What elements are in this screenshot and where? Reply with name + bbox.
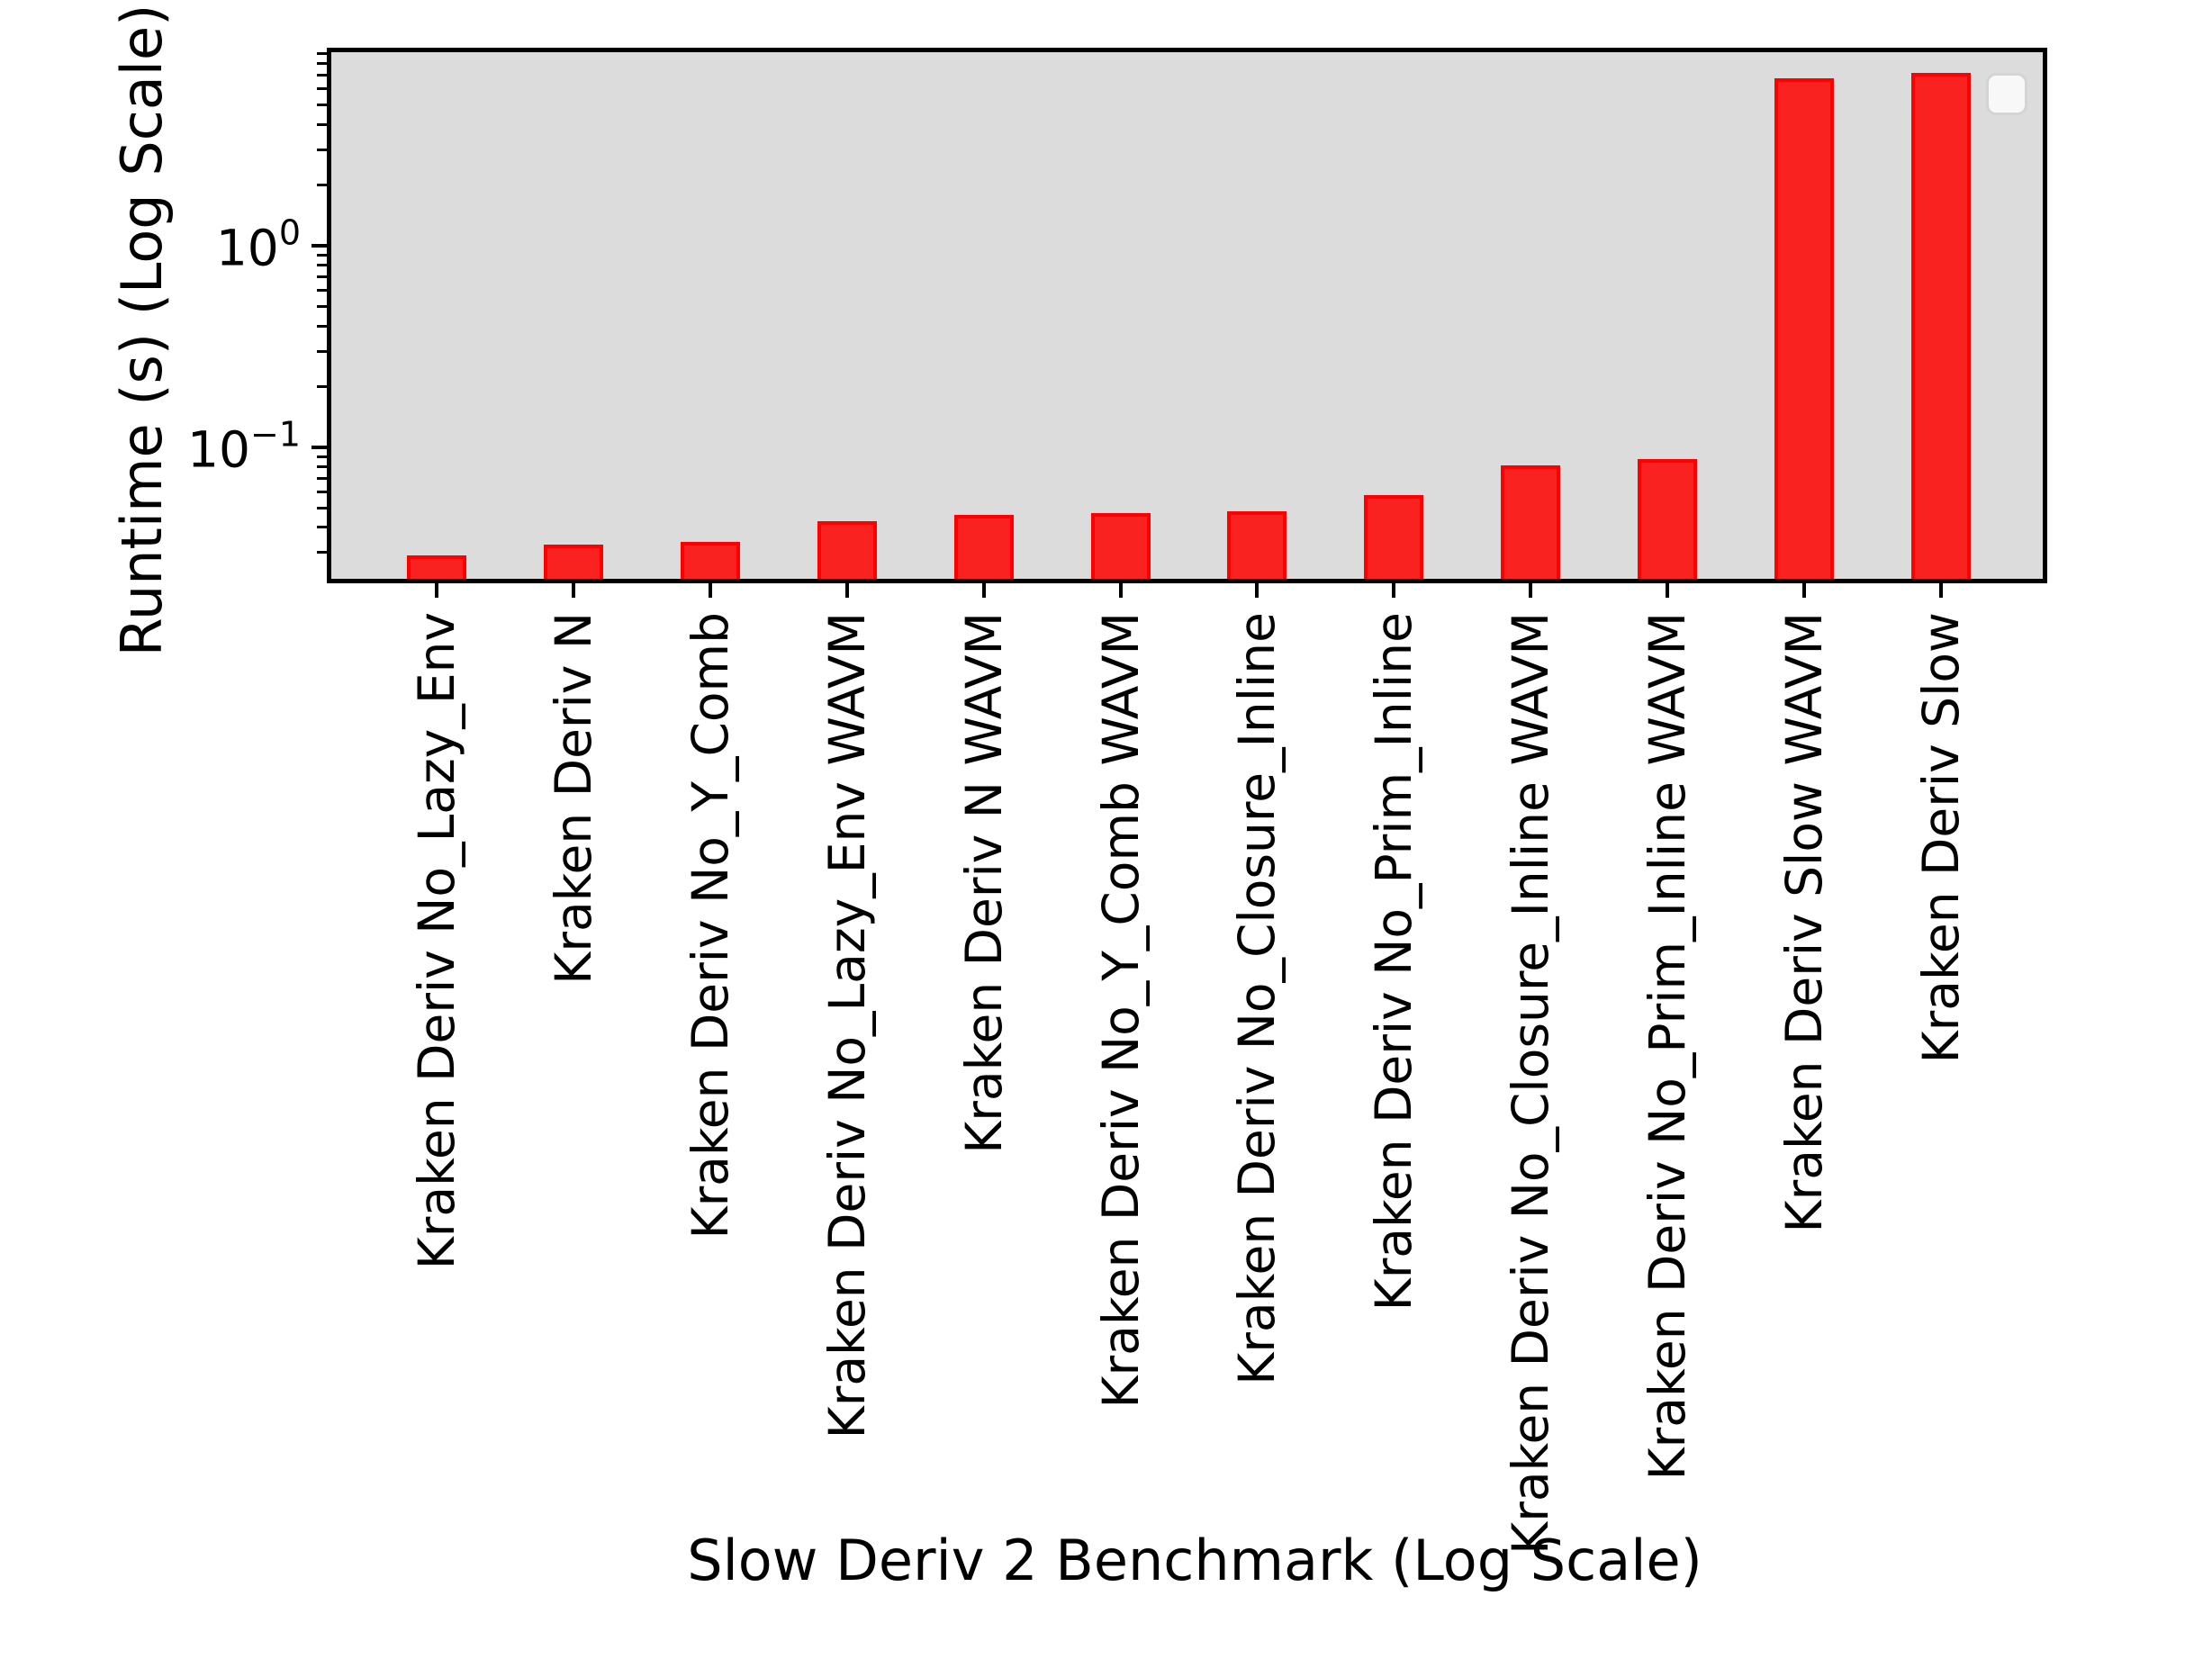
plot-background: [327, 48, 2047, 583]
x-tick-3: [844, 583, 849, 598]
y-minor-tick-0.05: [317, 506, 327, 509]
x-tick-label-kraken-deriv-n-wavm: Kraken Deriv N WAVM: [954, 612, 1013, 1154]
x-tick-label-kraken-deriv-no-y-comb: Kraken Deriv No_Y_Comb: [681, 612, 739, 1240]
y-minor-tick-8: [317, 62, 327, 66]
x-tick-11: [1938, 583, 1943, 598]
x-tick-4: [981, 583, 986, 598]
bar-kraken-deriv-n-wavm: [953, 515, 1014, 581]
y-minor-tick-9: [317, 51, 327, 55]
x-tick-7: [1392, 583, 1396, 598]
y-minor-tick-0.03: [317, 551, 327, 555]
x-tick-8: [1529, 583, 1533, 598]
x-tick-label-kraken-deriv-no-closure-inline: Kraken Deriv No_Closure_Inline: [1228, 612, 1287, 1385]
x-tick-label-kraken-deriv-no-y-comb-wavm: Kraken Deriv No_Y_Comb WAVM: [1091, 612, 1150, 1409]
x-tick-2: [708, 583, 712, 598]
x-tick-1: [571, 583, 575, 598]
y-minor-tick-0.08: [317, 465, 327, 469]
x-tick-label-kraken-deriv-no-closure-inline-wavm: Kraken Deriv No_Closure_Inline WAVM: [1502, 612, 1560, 1555]
y-tick-label-exponent: −1: [249, 414, 301, 455]
y-minor-tick-0.2: [317, 384, 327, 388]
bar-kraken-deriv-no-y-comb-wavm: [1090, 513, 1151, 581]
x-tick-label-kraken-deriv-slow: Kraken Deriv Slow: [1911, 612, 1970, 1064]
bar-kraken-deriv-no-lazy-env-wavm: [817, 520, 877, 581]
y-minor-tick-7: [317, 74, 327, 77]
y-minor-tick-6: [317, 87, 327, 91]
x-tick-10: [1802, 583, 1806, 598]
y-tick-label-exponent: 0: [278, 212, 301, 253]
bar-kraken-deriv-slow: [1910, 72, 1971, 581]
y-major-tick-0: [311, 243, 327, 248]
y-tick-label-base: 10: [186, 420, 250, 479]
bar-kraken-deriv-no-closure-inline-wavm: [1501, 465, 1561, 581]
legend-box: [1986, 73, 2027, 115]
x-tick-5: [1118, 583, 1123, 598]
x-tick-0: [435, 583, 438, 598]
x-tick-6: [1255, 583, 1259, 598]
bar-kraken-deriv-no-prim-inline-wavm: [1638, 459, 1698, 581]
y-minor-tick-4: [317, 122, 327, 126]
x-axis-label: Slow Deriv 2 Benchmark (Log Scale): [687, 1528, 1702, 1593]
x-tick-label-kraken-deriv-no-prim-inline-wavm: Kraken Deriv No_Prim_Inline WAVM: [1639, 612, 1697, 1481]
bar-kraken-deriv-no-prim-inline: [1364, 494, 1424, 581]
y-minor-tick-0.4: [317, 324, 327, 328]
y-minor-tick-0.7000000000000001: [317, 275, 327, 279]
y-minor-tick-0.30000000000000004: [317, 349, 327, 353]
y-tick-label-0: 100: [216, 216, 301, 274]
y-tick-label-1: 10−1: [187, 418, 301, 475]
y-tick-label-base: 10: [215, 219, 279, 277]
y-minor-tick-2: [317, 184, 327, 187]
y-minor-tick-0.5: [317, 304, 327, 308]
x-tick-label-kraken-deriv-n: Kraken Deriv N: [544, 612, 602, 985]
y-minor-tick-0.6000000000000001: [317, 289, 327, 293]
bar-kraken-deriv-n: [543, 544, 603, 581]
bar-kraken-deriv-no-y-comb: [680, 541, 740, 581]
y-major-tick-1: [311, 445, 327, 449]
x-tick-label-kraken-deriv-no-lazy-env: Kraken Deriv No_Lazy_Env: [408, 612, 465, 1270]
y-minor-tick-0.04: [317, 526, 327, 529]
y-minor-tick-0.9: [317, 253, 327, 257]
x-tick-label-kraken-deriv-slow-wavm: Kraken Deriv Slow WAVM: [1775, 612, 1833, 1233]
x-tick-9: [1666, 583, 1670, 598]
y-axis-label: Runtime (s) (Log Scale): [109, 4, 175, 657]
y-minor-tick-0.06: [317, 491, 327, 494]
bar-kraken-deriv-no-closure-inline: [1227, 511, 1287, 581]
y-minor-tick-3: [317, 148, 327, 151]
y-minor-tick-0.07: [317, 477, 327, 481]
x-tick-label-kraken-deriv-no-lazy-env-wavm: Kraken Deriv No_Lazy_Env WAVM: [817, 612, 876, 1439]
y-minor-tick-0.8: [317, 264, 327, 267]
x-tick-label-kraken-deriv-no-prim-inline: Kraken Deriv No_Prim_Inline: [1365, 612, 1423, 1312]
bar-kraken-deriv-no-lazy-env: [407, 555, 466, 581]
y-minor-tick-0.09: [317, 455, 327, 458]
bar-kraken-deriv-slow-wavm: [1774, 77, 1834, 581]
y-minor-tick-5: [317, 103, 327, 106]
